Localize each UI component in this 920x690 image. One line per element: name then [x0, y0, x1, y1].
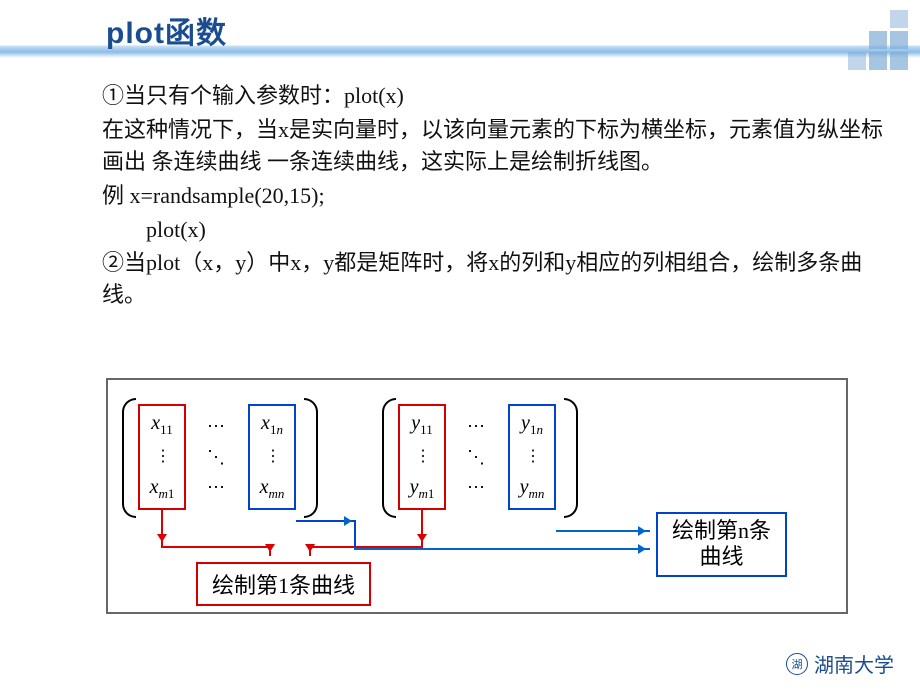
arrow-blue-x-seg: [296, 520, 356, 522]
hdots-icon: ⋯: [207, 416, 225, 437]
box-first-curve: 绘制第1条曲线: [196, 562, 371, 606]
vdots-icon: ⋮: [155, 452, 169, 462]
cell-ymn: ymn: [520, 476, 545, 502]
box-nth-line1: 绘制第n条: [672, 518, 771, 543]
cell-x1n: x1n: [261, 412, 283, 438]
paragraph-4: plot(x): [102, 214, 890, 246]
cell-x11: x11: [151, 412, 172, 438]
paragraph-2: 在这种情况下，当x是实向量时，以该向量元素的下标为横坐标，元素值为纵坐标画出 条…: [102, 114, 890, 178]
box-nth-curve: 绘制第n条 曲线: [656, 512, 787, 577]
paren-right-y: [564, 398, 578, 518]
cell-y1n: y1n: [521, 412, 543, 438]
cell-y11: y11: [411, 412, 432, 438]
arrow-red-y: [421, 510, 423, 546]
footer-text: 湖南大学: [814, 649, 894, 678]
paren-left-y: [382, 398, 396, 518]
paren-left-x: [122, 398, 136, 518]
x-mid-dots: ⋯ ⋱ ⋯: [196, 404, 236, 510]
ddots-icon: ⋱: [467, 447, 485, 468]
ddots-icon: ⋱: [207, 447, 225, 468]
university-logo-icon: 湖: [786, 653, 808, 675]
slide-title: plot函数: [106, 8, 227, 52]
arrow-blue-y-to-box: [556, 530, 650, 532]
paragraph-3: 例 x=randsample(20,15);: [102, 180, 890, 212]
vdots-icon: ⋮: [415, 452, 429, 462]
y-col-last: y1n ⋮ ymn: [508, 404, 556, 510]
y-mid-dots: ⋯ ⋱ ⋯: [456, 404, 496, 510]
vdots-icon: ⋮: [265, 452, 279, 462]
paragraph-1: ①当只有个输入参数时：plot(x): [102, 80, 890, 112]
vdots-icon: ⋮: [525, 452, 539, 462]
cell-xmn: xmn: [260, 476, 285, 502]
cell-xm1: xm1: [150, 476, 175, 502]
paragraph-5: ②当plot（x，y）中x，y都是矩阵时，将x的列和y相应的列相组合，绘制多条曲…: [102, 247, 890, 311]
y-col-first: y11 ⋮ ym1: [398, 404, 446, 510]
hdots-icon: ⋯: [207, 477, 225, 498]
slide-body: ①当只有个输入参数时：plot(x) 在这种情况下，当x是实向量时，以该向量元素…: [102, 80, 890, 313]
arrow-red-conn-x: [161, 546, 271, 548]
slide-footer: 湖 湖南大学: [786, 649, 894, 678]
x-col-last: x1n ⋮ xmn: [248, 404, 296, 510]
arrow-red-into-box-r: [309, 546, 311, 556]
arrow-blue-x-to-box: [354, 548, 650, 550]
decoration-squares: [848, 10, 908, 70]
arrow-red-into-box-l: [269, 546, 271, 556]
box-nth-line2: 曲线: [700, 544, 744, 569]
arrow-red-x: [161, 510, 163, 546]
hdots-icon: ⋯: [467, 416, 485, 437]
hdots-icon: ⋯: [467, 477, 485, 498]
arrow-blue-x-down: [354, 520, 356, 548]
paren-right-x: [304, 398, 318, 518]
matrix-diagram: x11 ⋮ xm1 ⋯ ⋱ ⋯ x1n ⋮ xmn y11 ⋮ ym1 ⋯ ⋱ …: [106, 378, 848, 614]
x-col-first: x11 ⋮ xm1: [138, 404, 186, 510]
cell-ym1: ym1: [410, 476, 435, 502]
